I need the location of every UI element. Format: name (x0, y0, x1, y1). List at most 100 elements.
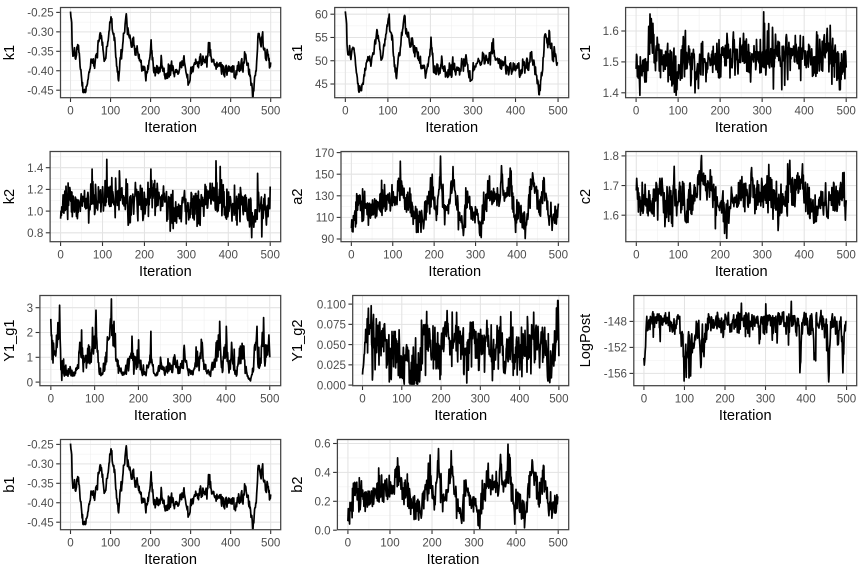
svg-text:-0.45: -0.45 (27, 516, 53, 529)
svg-text:100: 100 (383, 248, 402, 261)
svg-text:100: 100 (675, 392, 694, 405)
svg-text:0: 0 (345, 536, 351, 549)
svg-text:1.5: 1.5 (603, 56, 619, 69)
svg-text:-0.35: -0.35 (27, 46, 53, 59)
svg-text:300: 300 (173, 392, 192, 405)
svg-text:500: 500 (261, 248, 280, 261)
svg-text:500: 500 (549, 248, 568, 261)
svg-text:400: 400 (510, 392, 529, 405)
svg-text:0: 0 (348, 248, 354, 261)
svg-text:200: 200 (711, 248, 730, 261)
svg-text:100: 100 (101, 104, 120, 117)
svg-text:1.0: 1.0 (27, 205, 43, 218)
svg-text:45: 45 (315, 78, 328, 91)
svg-text:-0.35: -0.35 (27, 478, 53, 491)
svg-text:-148: -148 (604, 316, 627, 329)
svg-text:170: 170 (315, 147, 334, 160)
svg-text:Iteration: Iteration (719, 408, 772, 424)
svg-text:a1: a1 (290, 44, 306, 60)
svg-text:k2: k2 (2, 189, 18, 204)
svg-text:100: 100 (85, 392, 104, 405)
svg-text:a2: a2 (290, 188, 306, 204)
svg-text:100: 100 (93, 248, 112, 261)
svg-text:0: 0 (359, 392, 365, 405)
svg-text:300: 300 (756, 392, 775, 405)
svg-text:200: 200 (141, 536, 160, 549)
svg-text:200: 200 (129, 392, 148, 405)
svg-text:50: 50 (315, 55, 328, 68)
svg-text:Iteration: Iteration (427, 552, 480, 568)
svg-text:1.2: 1.2 (27, 184, 43, 197)
svg-text:300: 300 (181, 536, 200, 549)
svg-text:300: 300 (752, 104, 771, 117)
svg-text:0: 0 (633, 104, 639, 117)
svg-text:300: 300 (466, 248, 485, 261)
svg-text:0: 0 (27, 376, 33, 389)
svg-text:500: 500 (549, 392, 568, 405)
svg-text:Iteration: Iteration (139, 264, 192, 280)
svg-text:0: 0 (57, 248, 63, 261)
svg-text:0.0: 0.0 (314, 524, 330, 537)
svg-text:-156: -156 (604, 368, 627, 381)
svg-text:55: 55 (315, 32, 328, 45)
svg-text:200: 200 (421, 104, 440, 117)
svg-text:500: 500 (837, 104, 856, 117)
svg-text:100: 100 (380, 536, 399, 549)
svg-text:400: 400 (506, 104, 525, 117)
svg-text:2: 2 (27, 327, 33, 340)
svg-text:0.050: 0.050 (317, 339, 346, 352)
svg-text:0: 0 (67, 104, 73, 117)
svg-text:0: 0 (48, 392, 54, 405)
svg-text:300: 300 (181, 104, 200, 117)
svg-text:200: 200 (715, 392, 734, 405)
svg-text:Y1_g1: Y1_g1 (2, 319, 18, 361)
svg-text:-0.30: -0.30 (27, 458, 53, 471)
svg-text:-0.25: -0.25 (27, 7, 53, 20)
svg-text:400: 400 (221, 104, 240, 117)
svg-text:0.100: 0.100 (317, 298, 346, 311)
svg-text:400: 400 (507, 248, 526, 261)
svg-text:300: 300 (471, 392, 490, 405)
svg-text:100: 100 (668, 104, 687, 117)
svg-text:500: 500 (261, 104, 280, 117)
svg-text:300: 300 (177, 248, 196, 261)
svg-text:200: 200 (135, 248, 154, 261)
svg-text:100: 100 (101, 536, 120, 549)
svg-text:500: 500 (548, 104, 567, 117)
svg-text:b2: b2 (290, 476, 306, 492)
svg-text:100: 100 (378, 104, 397, 117)
svg-text:1.7: 1.7 (603, 180, 619, 193)
svg-text:3: 3 (27, 302, 33, 315)
svg-text:0: 0 (633, 248, 639, 261)
svg-text:300: 300 (753, 248, 772, 261)
svg-text:Y1_g2: Y1_g2 (290, 319, 306, 361)
svg-text:0.025: 0.025 (317, 359, 346, 372)
svg-text:400: 400 (216, 392, 235, 405)
svg-text:Iteration: Iteration (715, 120, 768, 136)
svg-text:-0.45: -0.45 (27, 84, 53, 97)
svg-text:Iteration: Iteration (715, 264, 768, 280)
svg-text:Iteration: Iteration (434, 408, 487, 424)
svg-text:Iteration: Iteration (134, 408, 187, 424)
svg-text:1: 1 (27, 352, 33, 365)
svg-text:0: 0 (641, 392, 647, 405)
svg-text:400: 400 (795, 104, 814, 117)
svg-text:Iteration: Iteration (425, 120, 478, 136)
svg-text:500: 500 (549, 536, 568, 549)
svg-text:500: 500 (261, 536, 280, 549)
svg-text:1.8: 1.8 (603, 150, 619, 163)
svg-text:-0.30: -0.30 (27, 26, 53, 39)
svg-text:0.8: 0.8 (27, 227, 43, 240)
svg-text:0.075: 0.075 (317, 319, 346, 332)
svg-text:150: 150 (315, 168, 334, 181)
svg-text:-0.40: -0.40 (27, 497, 53, 510)
svg-text:300: 300 (464, 536, 483, 549)
svg-text:0.000: 0.000 (317, 379, 346, 392)
svg-text:500: 500 (837, 248, 856, 261)
svg-text:200: 200 (710, 104, 729, 117)
svg-text:400: 400 (221, 536, 240, 549)
svg-text:130: 130 (315, 190, 334, 203)
svg-text:Iteration: Iteration (144, 120, 197, 136)
svg-text:b1: b1 (2, 476, 18, 492)
svg-text:400: 400 (795, 248, 814, 261)
